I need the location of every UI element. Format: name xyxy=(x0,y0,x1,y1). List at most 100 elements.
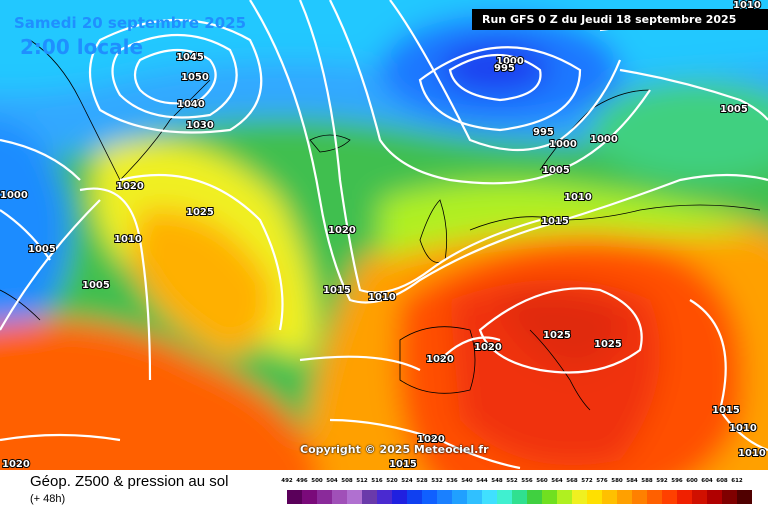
legend-color-swatch xyxy=(722,490,737,504)
legend-tick-label: 548 xyxy=(491,478,503,484)
color-scale-legend: 492 496 500 504 508 512 516 520 524 528 532 536 540 5… xyxy=(281,470,752,512)
legend-color-swatch xyxy=(467,490,482,504)
legend-color-swatch xyxy=(317,490,332,504)
forecast-lead-time: (+ 48h) xyxy=(30,493,66,505)
legend-tick-label: 512 xyxy=(356,478,368,484)
legend-tick-label: 504 xyxy=(326,478,338,484)
copyright-notice: Copyright © 2025 Meteociel.fr xyxy=(300,443,489,456)
map-title: Géop. Z500 & pression au sol xyxy=(30,473,229,490)
north-europe-coast xyxy=(469,204,761,231)
legend-color-swatch xyxy=(527,490,542,504)
legend-tick-label: 568 xyxy=(566,478,578,484)
isobar-label: 1010 xyxy=(368,292,396,303)
legend-color-swatch xyxy=(737,490,752,504)
legend-tick-label: 560 xyxy=(536,478,548,484)
isobar-label: 1015 xyxy=(541,216,569,227)
legend-tick-label: 600 xyxy=(686,478,698,484)
legend-color-swatch xyxy=(497,490,512,504)
isobar-label: 1005 xyxy=(720,104,748,115)
legend-tick-label: 580 xyxy=(611,478,623,484)
isobar-lines xyxy=(0,0,768,468)
legend-tick-label: 552 xyxy=(506,478,518,484)
legend-tick-label: 540 xyxy=(461,478,473,484)
legend-color-swatch xyxy=(557,490,572,504)
isobar-label: 1030 xyxy=(186,120,214,131)
isobar-label: 1005 xyxy=(28,244,56,255)
legend-tick-label: 576 xyxy=(596,478,608,484)
iceland-coast xyxy=(309,134,351,153)
isobar-label: 1020 xyxy=(474,342,502,353)
legend-color-swatch xyxy=(632,490,647,504)
legend-tick-label: 508 xyxy=(341,478,353,484)
legend-color-swatch xyxy=(287,490,302,504)
legend-color-swatch xyxy=(662,490,677,504)
isobar-labels: 1045 1050 1040 1030 1020 1025 1010 1005 … xyxy=(0,0,767,470)
forecast-date: Samedi 20 septembre 2025 xyxy=(14,14,247,32)
isobar-label: 1040 xyxy=(177,99,205,110)
legend-tick-label: 544 xyxy=(476,478,488,484)
isobar-label: 1025 xyxy=(186,207,214,218)
legend-color-swatch xyxy=(707,490,722,504)
legend-color-swatch xyxy=(452,490,467,504)
legend-tick-label: 596 xyxy=(671,478,683,484)
geopotential-field xyxy=(0,0,768,470)
legend-tick-label: 584 xyxy=(626,478,638,484)
model-run-banner: Run GFS 0 Z du Jeudi 18 septembre 2025 xyxy=(472,9,768,30)
isobar-label: 1020 xyxy=(417,434,445,445)
legend-color-swatch xyxy=(482,490,497,504)
forecast-map: 1045 1050 1040 1030 1020 1025 1010 1005 … xyxy=(0,0,768,470)
legend-tick-label: 556 xyxy=(521,478,533,484)
isobar-label: 1000 xyxy=(0,190,28,201)
isobar-label: 1045 xyxy=(176,52,204,63)
isobar-label: 1010 xyxy=(729,423,757,434)
isobar-label: 1050 xyxy=(181,72,209,83)
legend-color-swatch xyxy=(587,490,602,504)
legend-color-swatch xyxy=(332,490,347,504)
legend-color-swatch xyxy=(512,490,527,504)
legend-color-swatch xyxy=(647,490,662,504)
isobar-label: 1015 xyxy=(323,285,351,296)
legend-tick-label: 608 xyxy=(716,478,728,484)
isobar-label: 1020 xyxy=(328,225,356,236)
legend-tick-label: 588 xyxy=(641,478,653,484)
isobar-label: 1015 xyxy=(389,459,417,470)
legend-color-swatch xyxy=(542,490,557,504)
legend-tick-label: 520 xyxy=(386,478,398,484)
legend-tick-label: 492 xyxy=(281,478,293,484)
legend-color-swatch xyxy=(692,490,707,504)
isobar-label: 995 xyxy=(533,127,554,138)
isobar-label: 1000 xyxy=(496,56,524,67)
legend-tick-label: 496 xyxy=(296,478,308,484)
legend-tick-label: 528 xyxy=(416,478,428,484)
isobar-label: 1015 xyxy=(712,405,740,416)
isobar-label: 995 xyxy=(494,63,515,74)
british-isles-coast xyxy=(419,199,448,263)
legend-color-swatch xyxy=(677,490,692,504)
greenland-coast xyxy=(29,39,211,181)
legend-tick-label: 516 xyxy=(371,478,383,484)
legend-tick-label: 612 xyxy=(731,478,743,484)
legend-color-swatch xyxy=(347,490,362,504)
legend-color-swatch xyxy=(437,490,452,504)
isobar-label: 1025 xyxy=(594,339,622,350)
isobar-label: 1005 xyxy=(82,280,110,291)
legend-color-swatch xyxy=(422,490,437,504)
canada-coast xyxy=(0,289,41,321)
legend-color-swatch xyxy=(302,490,317,504)
forecast-local-time: 2:00 locale xyxy=(20,35,144,59)
legend-tick-label: 572 xyxy=(581,478,593,484)
legend-tick-label: 500 xyxy=(311,478,323,484)
legend-color-swatch xyxy=(617,490,632,504)
isobar-label: 1000 xyxy=(590,134,618,145)
isobar-label: 1010 xyxy=(564,192,592,203)
legend-color-swatch xyxy=(602,490,617,504)
map-footer: Géop. Z500 & pression au sol (+ 48h) 492… xyxy=(0,470,768,512)
legend-tick-label: 564 xyxy=(551,478,563,484)
legend-tick-label: 524 xyxy=(401,478,413,484)
legend-tick-label: 604 xyxy=(701,478,713,484)
legend-tick-label: 536 xyxy=(446,478,458,484)
legend-color-swatch xyxy=(407,490,422,504)
iberia-coast xyxy=(399,326,476,394)
legend-tick-label: 532 xyxy=(431,478,443,484)
